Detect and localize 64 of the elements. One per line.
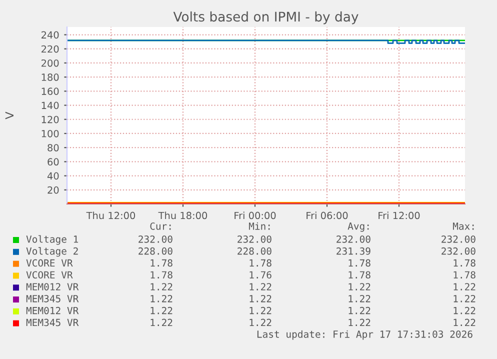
text: 1.22	[250, 306, 272, 314]
legend-label: MEM345 VR	[26, 294, 79, 302]
text: 1.22	[250, 283, 272, 290]
y-tick-label: 220	[42, 45, 59, 53]
text: 1.22	[150, 306, 172, 314]
text: 1.22	[150, 318, 172, 326]
text: 231.39	[336, 247, 370, 255]
legend-label: MEM345 VR	[26, 318, 79, 326]
text: 1.22	[348, 306, 370, 314]
text: 232.00	[238, 235, 272, 243]
y-tick-label: 120	[42, 116, 59, 124]
text: 1.22	[454, 283, 476, 290]
x-tick-label: Fri 06:00	[306, 212, 348, 220]
text: 232.00	[138, 235, 172, 243]
text: 1.22	[348, 294, 370, 302]
text: 228.00	[238, 247, 272, 255]
text: 1.22	[150, 283, 172, 290]
y-tick-label: 60	[48, 158, 59, 166]
text: 1.78	[348, 271, 370, 279]
text: 1.22	[454, 306, 476, 314]
text: 1.78	[454, 259, 476, 267]
y-axis-title: V	[5, 112, 14, 120]
text: 1.76	[250, 271, 272, 279]
y-tick-label: 140	[42, 102, 59, 110]
x-tick-label: Thu 18:00	[158, 212, 208, 220]
text: Cur:	[150, 222, 171, 230]
text: 228.00	[138, 247, 172, 255]
y-tick-label: 40	[47, 172, 59, 180]
text: 1.78	[348, 259, 370, 267]
text: 1.22	[348, 283, 370, 290]
text: Avg:	[348, 222, 369, 232]
chart-title: Volts based on IPMI - by day	[173, 11, 358, 24]
x-tick-label: Fri 00:00	[234, 212, 276, 220]
text: Max:	[452, 222, 474, 230]
text: 1.22	[150, 294, 172, 302]
text: Last update: Fri Apr 17 17:31:03 2026	[257, 330, 472, 340]
legend-label: VCORE VR	[26, 259, 73, 267]
text: 1.78	[150, 271, 172, 279]
text: 1.78	[454, 271, 476, 279]
legend-label: MEM012 VR	[26, 283, 79, 290]
text: 232.00	[442, 247, 476, 255]
text: 1.22	[250, 294, 272, 302]
text: 1.22	[454, 318, 476, 326]
legend-label: VCORE VR	[26, 271, 73, 279]
legend-label: Voltage 1	[26, 235, 78, 245]
text: 1.78	[250, 259, 272, 267]
y-tick-label: 180	[42, 74, 59, 81]
x-tick-label: Fri 12:00	[378, 212, 420, 220]
y-tick-label: 200	[42, 59, 59, 67]
text: 1.22	[454, 294, 476, 302]
y-tick-label: 80	[48, 144, 59, 152]
y-tick-label: 160	[42, 88, 59, 96]
x-tick-label: Thu 12:00	[86, 212, 136, 220]
text: 232.00	[336, 235, 370, 243]
text: 1.22	[348, 318, 370, 326]
legend-label: Voltage 2	[26, 247, 78, 257]
text: Min:	[248, 222, 270, 230]
y-tick-label: 240	[42, 31, 59, 39]
y-tick-label: 20	[48, 186, 59, 194]
text: 1.78	[150, 259, 172, 267]
legend-label: MEM012 VR	[26, 306, 79, 314]
y-tick-label: 100	[42, 130, 59, 138]
text: 232.00	[442, 235, 476, 243]
text: 1.22	[250, 318, 272, 326]
